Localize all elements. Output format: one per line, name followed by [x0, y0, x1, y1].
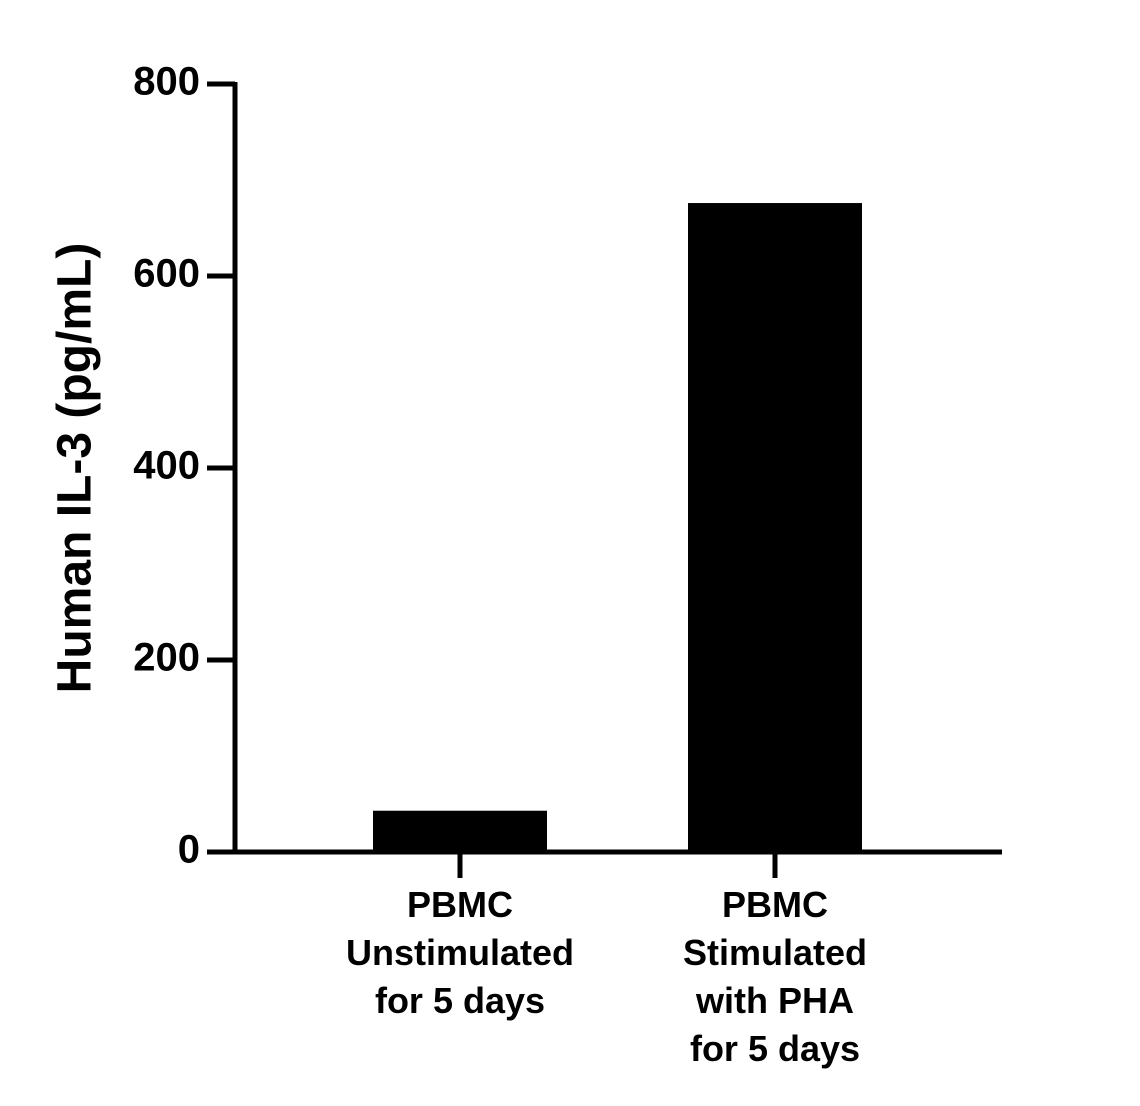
- x-tick-label: PBMC Stimulated with PHA for 5 days: [683, 884, 867, 1069]
- y-tick-label: 400: [133, 444, 200, 488]
- y-tick-label: 600: [133, 252, 200, 296]
- bar: [373, 810, 547, 852]
- y-tick-label: 800: [133, 60, 200, 104]
- y-axis-label: Human IL-3 (pg/mL): [49, 243, 102, 694]
- x-tick-label: PBMC Unstimulated for 5 days: [346, 884, 574, 1021]
- y-tick-label: 200: [133, 636, 200, 680]
- bar: [688, 203, 862, 853]
- y-tick-label: 0: [178, 828, 200, 872]
